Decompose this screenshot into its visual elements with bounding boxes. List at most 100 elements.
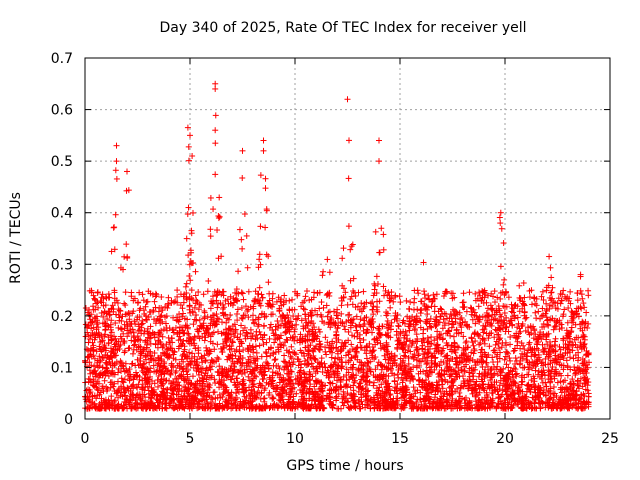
data-point	[345, 311, 352, 318]
data-point	[440, 316, 447, 323]
data-point	[380, 231, 387, 238]
data-point	[270, 395, 277, 402]
data-point	[205, 278, 212, 285]
data-point	[102, 326, 109, 333]
data-point	[265, 253, 272, 260]
data-point	[510, 309, 517, 316]
data-point	[112, 335, 119, 342]
data-point	[241, 211, 248, 218]
data-point	[343, 377, 350, 384]
data-point	[550, 326, 557, 333]
data-point	[258, 291, 265, 298]
data-point	[385, 289, 392, 296]
data-point	[344, 301, 351, 308]
data-point	[430, 291, 437, 298]
data-point	[460, 299, 467, 306]
data-point	[236, 226, 243, 233]
data-point	[507, 357, 514, 364]
data-point	[372, 228, 379, 235]
data-point	[550, 384, 557, 391]
data-point	[414, 306, 421, 313]
data-point	[348, 341, 355, 348]
data-point	[349, 301, 356, 308]
data-point	[164, 300, 171, 307]
data-point	[564, 372, 571, 379]
data-point	[204, 288, 211, 295]
data-point	[396, 293, 403, 300]
data-point	[326, 379, 333, 386]
data-point	[302, 293, 309, 300]
data-point	[522, 327, 529, 334]
data-point	[318, 355, 325, 362]
data-point	[214, 328, 221, 335]
data-point	[421, 288, 428, 295]
data-point	[256, 256, 263, 263]
data-point	[488, 306, 495, 313]
data-point	[251, 297, 258, 304]
data-point	[214, 227, 221, 234]
data-point	[501, 276, 508, 283]
data-point	[233, 394, 240, 401]
data-point	[212, 140, 219, 147]
data-point	[260, 341, 267, 348]
data-point	[189, 209, 196, 216]
data-point	[86, 335, 93, 342]
data-point	[192, 292, 199, 299]
data-point	[207, 226, 214, 233]
data-point	[557, 300, 564, 307]
data-point	[263, 339, 270, 346]
data-point	[219, 349, 226, 356]
data-point	[324, 256, 331, 263]
data-point	[532, 300, 539, 307]
data-point	[327, 386, 334, 393]
data-point	[520, 342, 527, 349]
data-point	[323, 351, 330, 358]
data-point	[428, 324, 435, 331]
data-point	[152, 290, 159, 297]
data-point	[185, 204, 192, 211]
data-point	[193, 317, 200, 324]
data-point	[249, 316, 256, 323]
data-point	[585, 287, 592, 294]
data-point	[110, 224, 117, 231]
data-point	[549, 284, 556, 291]
data-point	[497, 220, 504, 227]
data-point	[425, 292, 432, 299]
data-point	[271, 339, 278, 346]
data-point	[458, 314, 465, 321]
data-point	[112, 167, 119, 174]
data-point	[548, 274, 555, 281]
data-point	[560, 287, 567, 294]
data-point	[160, 326, 167, 333]
data-point	[289, 296, 296, 303]
data-point	[219, 319, 226, 326]
data-point	[189, 373, 196, 380]
data-point	[445, 327, 452, 334]
data-point	[410, 384, 417, 391]
data-point	[370, 382, 377, 389]
data-point	[495, 345, 502, 352]
data-point	[399, 345, 406, 352]
data-point	[112, 211, 119, 218]
data-point	[472, 398, 479, 405]
data-point	[234, 310, 241, 317]
data-point	[185, 143, 192, 150]
data-point	[414, 287, 421, 294]
data-point	[104, 316, 111, 323]
data-point	[165, 294, 172, 301]
data-point	[271, 357, 278, 364]
data-point	[202, 358, 209, 365]
data-point	[526, 294, 533, 301]
data-point	[247, 326, 254, 333]
data-point	[423, 361, 430, 368]
data-point	[552, 335, 559, 342]
data-point	[116, 307, 123, 314]
data-point	[318, 299, 325, 306]
data-point	[381, 352, 388, 359]
data-point	[498, 225, 505, 232]
data-point	[291, 350, 298, 357]
data-point	[533, 302, 540, 309]
data-point	[572, 372, 579, 379]
data-point	[450, 333, 457, 340]
data-point	[568, 324, 575, 331]
